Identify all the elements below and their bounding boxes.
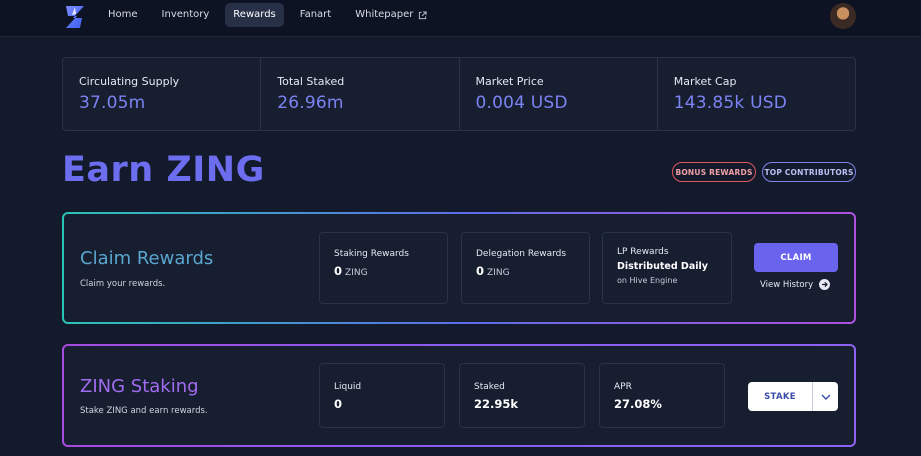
staking-rewards-label: Staking Rewards — [334, 249, 409, 259]
stake-button-group: STAKE — [748, 382, 838, 411]
stat-market-price: Market Price 0.004 USD — [460, 58, 658, 130]
nav-fanart-label: Fanart — [299, 9, 332, 20]
claim-button[interactable]: CLAIM — [754, 243, 838, 272]
token-stats-panel: Circulating Supply 37.05m Total Staked 2… — [62, 57, 856, 131]
top-navigation-bar: Home Inventory Rewards Fanart Whitepaper — [0, 0, 921, 37]
apr-label: APR — [614, 382, 632, 392]
stat-circulating-supply: Circulating Supply 37.05m — [63, 58, 262, 130]
stat-total-staked: Total Staked 26.96m — [261, 58, 460, 130]
nav-whitepaper[interactable]: Whitepaper — [347, 3, 435, 27]
liquid-value: 0 — [334, 397, 343, 411]
stake-button[interactable]: STAKE — [764, 391, 796, 402]
user-avatar[interactable] — [830, 3, 856, 29]
stat-label: Total Staked — [277, 75, 345, 88]
stat-label: Circulating Supply — [79, 75, 180, 88]
nav-home[interactable]: Home — [100, 3, 146, 27]
zing-staking-card: ZING Staking Stake ZING and earn rewards… — [62, 344, 856, 447]
staking-rewards-value: 0 ZING — [334, 264, 447, 278]
stat-label: Market Price — [475, 75, 544, 88]
zing-staking-subtitle: Stake ZING and earn rewards. — [80, 406, 208, 416]
lp-rewards-box: LP Rewards Distributed Daily on Hive Eng… — [602, 232, 732, 304]
stat-value: 37.05m — [79, 93, 146, 113]
arrow-right-circle-icon — [819, 279, 831, 290]
delegation-rewards-unit: ZING — [487, 268, 510, 278]
view-history-label: View History — [760, 279, 814, 290]
lp-rewards-label: LP Rewards — [617, 247, 669, 257]
stat-label: Market Cap — [673, 75, 737, 88]
apr-box: APR 27.08% — [599, 363, 725, 428]
nav-whitepaper-label: Whitepaper — [355, 9, 414, 20]
liquid-box: Liquid 0 — [319, 363, 445, 428]
main-nav: Home Inventory Rewards Fanart Whitepaper — [100, 3, 443, 27]
delegation-rewards-label: Delegation Rewards — [476, 249, 567, 259]
nav-inventory[interactable]: Inventory — [154, 3, 218, 27]
delegation-rewards-amount: 0 — [476, 264, 485, 278]
stat-value: 143.85k USD — [673, 93, 788, 113]
liquid-label: Liquid — [334, 382, 362, 392]
delegation-rewards-value: 0 ZING — [476, 264, 589, 278]
staked-value: 22.95k — [474, 397, 519, 411]
claim-rewards-card: Claim Rewards Claim your rewards. Stakin… — [62, 212, 856, 324]
nav-rewards[interactable]: Rewards — [225, 3, 284, 27]
nav-inventory-label: Inventory — [161, 9, 210, 20]
chevron-down-icon — [821, 394, 830, 400]
page-title: Earn ZING — [62, 150, 265, 190]
nav-home-label: Home — [108, 9, 138, 20]
lp-rewards-value: Distributed Daily — [617, 261, 708, 272]
staked-box: Staked 22.95k — [459, 363, 585, 428]
zing-staking-title: ZING Staking — [80, 376, 199, 397]
stat-market-cap: Market Cap 143.85k USD — [658, 58, 855, 130]
claim-rewards-subtitle: Claim your rewards. — [80, 279, 166, 289]
stake-options-toggle[interactable] — [812, 382, 838, 411]
stat-value: 26.96m — [277, 93, 344, 113]
claim-rewards-title: Claim Rewards — [80, 248, 214, 269]
zing-logo-icon[interactable] — [64, 4, 86, 30]
top-contributors-button[interactable]: TOP CONTRIBUTORS — [762, 162, 856, 182]
staked-label: Staked — [474, 382, 505, 392]
nav-fanart[interactable]: Fanart — [292, 3, 339, 27]
nav-rewards-label: Rewards — [233, 9, 276, 20]
stat-value: 0.004 USD — [475, 93, 568, 113]
apr-value: 27.08% — [614, 397, 662, 411]
lp-rewards-sub: on Hive Engine — [617, 276, 678, 285]
external-link-icon — [419, 10, 427, 19]
bonus-rewards-button[interactable]: BONUS REWARDS — [672, 162, 756, 182]
delegation-rewards-box: Delegation Rewards 0 ZING — [461, 232, 590, 304]
staking-rewards-box: Staking Rewards 0 ZING — [319, 232, 448, 304]
staking-rewards-amount: 0 — [334, 264, 343, 278]
view-history-link[interactable]: View History — [760, 279, 831, 290]
staking-rewards-unit: ZING — [345, 268, 368, 278]
